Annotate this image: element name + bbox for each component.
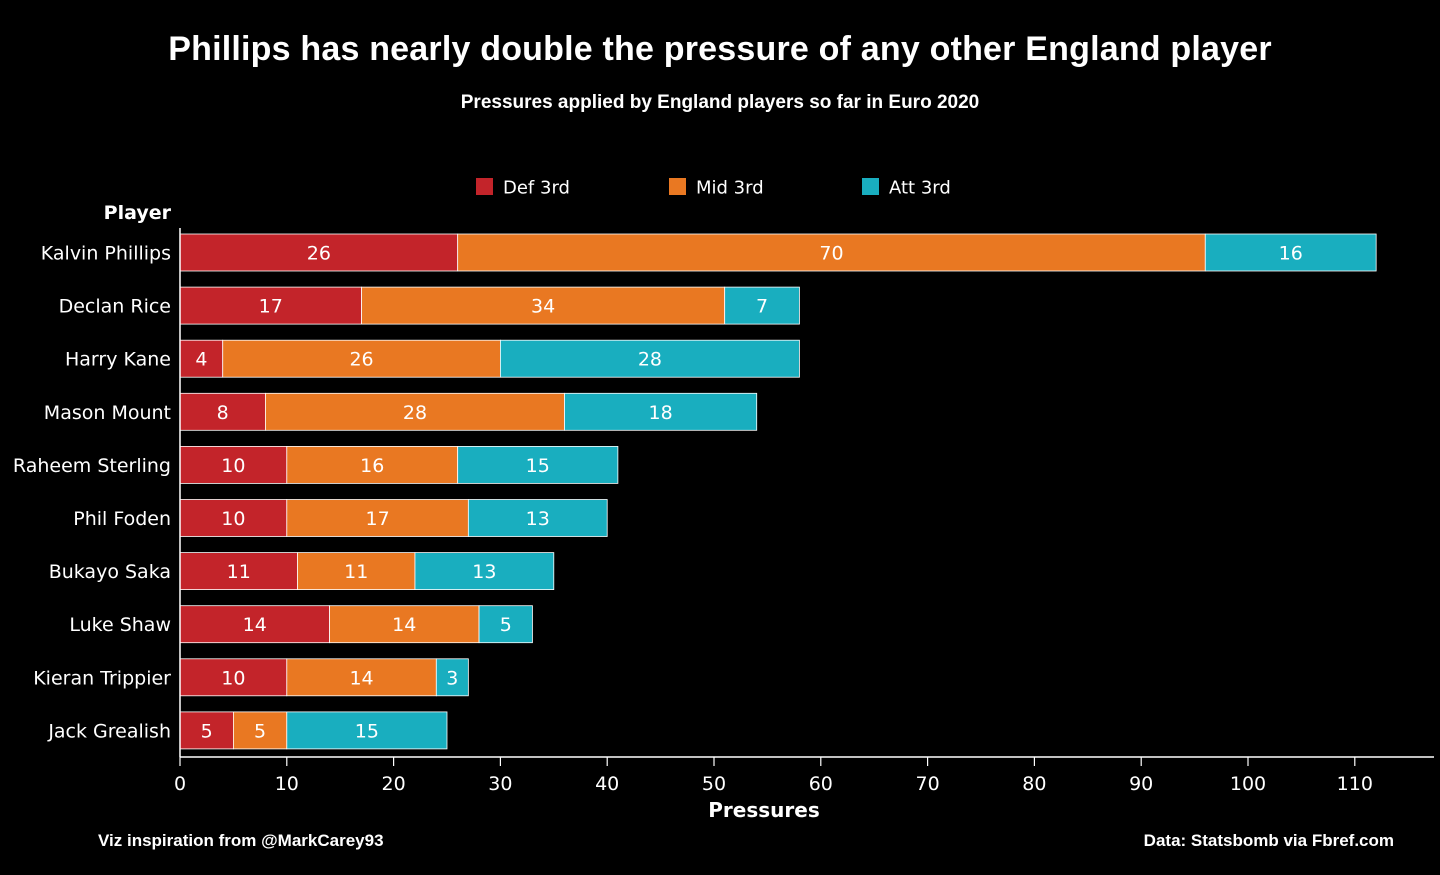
- bar-value-label: 10: [221, 667, 245, 689]
- player-label: Luke Shaw: [69, 614, 171, 636]
- bar-segment: [286, 711, 448, 750]
- player-label: Bukayo Saka: [49, 561, 171, 583]
- bar-value-label: 14: [392, 614, 416, 636]
- y-axis-label: Player: [104, 202, 172, 224]
- bar-segment: [286, 445, 459, 484]
- bar-value-label: 11: [227, 561, 251, 583]
- bar-value-label: 26: [349, 349, 373, 371]
- chart-subtitle: Pressures applied by England players so …: [460, 92, 980, 113]
- x-tick-label: 40: [595, 773, 619, 795]
- bar-segment: [499, 339, 800, 378]
- player-label: Declan Rice: [59, 296, 171, 318]
- bar-segment: [179, 711, 234, 750]
- player-label: Raheem Sterling: [13, 455, 171, 477]
- x-tick-label: 100: [1230, 773, 1266, 795]
- bar-value-label: 3: [446, 667, 458, 689]
- bar-value-label: 14: [349, 667, 373, 689]
- bar-segment: [361, 286, 726, 325]
- bar-segment: [286, 658, 437, 697]
- x-axis: 0 10 20 30 40 50 60 70 80 90 100 110: [174, 228, 1434, 795]
- bar-value-label: 8: [217, 402, 229, 424]
- bar-segment: [232, 711, 288, 750]
- x-axis-label: Pressures: [708, 798, 819, 822]
- player-labels: Kalvin Phillips Declan Rice Harry Kane Maso…: [13, 243, 171, 743]
- legend-label-3: Att 3rd: [889, 178, 951, 199]
- bar-segment: [179, 339, 224, 378]
- bar-segment: [478, 605, 533, 644]
- bar-value-label: 16: [1279, 243, 1303, 265]
- x-tick-label: 50: [702, 773, 726, 795]
- bar-value-label: 5: [500, 614, 512, 636]
- bar-value-label: 13: [526, 508, 550, 530]
- bar-value-label: 7: [756, 296, 768, 318]
- footer-source: Data: Statsbomb via Fbref.com: [1143, 831, 1394, 850]
- x-tick-label: 90: [1129, 773, 1153, 795]
- x-tick-label: 70: [916, 773, 940, 795]
- legend-label-2: Mid 3rd: [696, 178, 764, 199]
- legend-swatch-2: [669, 178, 686, 195]
- bar-value-label: 28: [638, 349, 662, 371]
- player-label: Kalvin Phillips: [41, 243, 171, 265]
- bars-group: 26 70 16 17 34 7 4 26 28 8 28 18 10 16 15 10 17 13 11 11 13 1…: [179, 233, 1377, 750]
- x-tick-label: 30: [488, 773, 512, 795]
- player-label: Jack Grealish: [47, 720, 171, 742]
- bar-segment: [1204, 233, 1377, 272]
- x-tick-label: 0: [174, 773, 186, 795]
- bar-segment: [179, 286, 362, 325]
- player-label: Mason Mount: [44, 402, 171, 424]
- bar-value-label: 17: [365, 508, 389, 530]
- bar-segment: [286, 499, 469, 537]
- x-tick-label: 60: [809, 773, 833, 795]
- x-tick-label: 10: [275, 773, 299, 795]
- legend-swatch-3: [862, 178, 879, 195]
- bar-value-label: 10: [221, 508, 245, 530]
- bar-value-label: 4: [195, 349, 207, 371]
- bar-segment: [457, 445, 619, 484]
- bar-value-label: 15: [355, 720, 379, 742]
- bar-segment: [297, 552, 416, 590]
- player-label: Harry Kane: [65, 349, 171, 371]
- bar-value-label: 5: [254, 720, 266, 742]
- legend: Def 3rd Mid 3rd Att 3rd: [476, 178, 951, 199]
- bar-segment: [179, 552, 298, 590]
- x-tick-label: 110: [1337, 773, 1373, 795]
- x-tick-label: 80: [1022, 773, 1046, 795]
- bar-segment: [414, 552, 555, 590]
- bar-segment: [564, 392, 758, 431]
- bar-value-label: 17: [259, 296, 283, 318]
- bar-value-label: 34: [531, 296, 555, 318]
- legend-label-1: Def 3rd: [503, 178, 570, 199]
- bar-value-label: 10: [221, 455, 245, 477]
- bar-value-label: 16: [360, 455, 384, 477]
- bar-value-label: 26: [307, 243, 331, 265]
- bar-value-label: 18: [649, 402, 673, 424]
- bar-segment: [329, 605, 480, 644]
- bar-segment: [222, 339, 501, 378]
- bar-segment: [179, 233, 459, 272]
- bar-segment: [724, 286, 800, 325]
- bar-segment: [435, 658, 469, 697]
- footer-credit: Viz inspiration from @MarkCarey93: [98, 831, 384, 850]
- player-label: Kieran Trippier: [33, 667, 171, 689]
- bar-value-label: 5: [201, 720, 213, 742]
- bar-segment: [467, 499, 608, 537]
- bar-segment: [179, 605, 330, 644]
- bar-segment: [179, 499, 288, 537]
- bar-value-label: 70: [819, 243, 843, 265]
- bar-value-label: 14: [243, 614, 267, 636]
- legend-swatch-1: [476, 178, 493, 195]
- player-label: Phil Foden: [73, 508, 171, 530]
- bar-value-label: 13: [472, 561, 496, 583]
- bar-value-label: 28: [403, 402, 427, 424]
- bar-value-label: 11: [344, 561, 368, 583]
- bar-value-label: 15: [526, 455, 550, 477]
- bar-segment: [265, 392, 565, 431]
- x-tick-label: 20: [382, 773, 406, 795]
- chart-title: Phillips has nearly double the pressure …: [168, 30, 1272, 68]
